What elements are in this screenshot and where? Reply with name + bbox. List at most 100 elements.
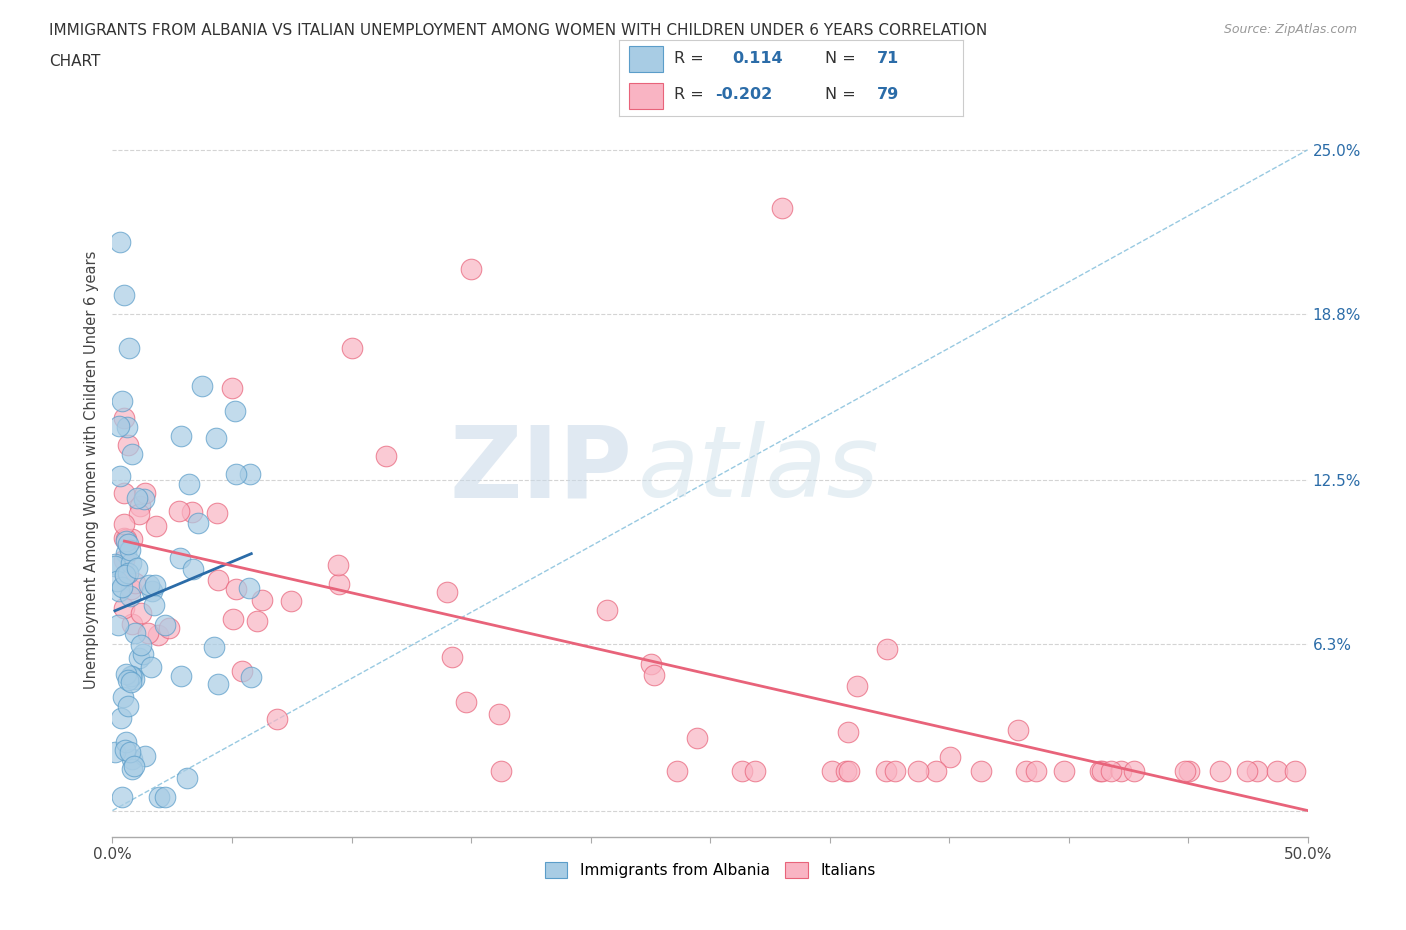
Point: [239, 466, 262, 481]
Point: [117, 672, 139, 687]
Text: 79: 79: [877, 87, 900, 102]
Point: [1122, 764, 1144, 778]
Point: [104, 559, 127, 574]
Point: [837, 724, 859, 739]
Text: N =: N =: [825, 51, 862, 66]
Point: [110, 711, 132, 725]
Point: [141, 583, 163, 598]
Point: [117, 565, 139, 580]
Text: CHART: CHART: [49, 54, 101, 69]
Point: [876, 642, 898, 657]
Point: [143, 578, 166, 593]
Point: [141, 660, 163, 675]
Point: [1015, 764, 1038, 778]
Point: [187, 516, 209, 531]
Point: [125, 561, 148, 576]
Point: [118, 589, 141, 604]
Point: [121, 669, 143, 684]
Point: [115, 531, 138, 546]
Text: N =: N =: [825, 87, 862, 102]
Point: [121, 762, 143, 777]
Point: [202, 640, 225, 655]
Point: [1101, 764, 1123, 778]
Point: [114, 567, 136, 582]
Point: [114, 742, 136, 757]
Point: [875, 764, 897, 778]
Point: [436, 585, 458, 600]
Point: [460, 261, 482, 276]
Point: [770, 201, 793, 216]
Point: [114, 531, 135, 546]
Point: [328, 577, 350, 591]
Point: [835, 764, 858, 778]
Point: [128, 651, 150, 666]
Point: [114, 287, 135, 302]
Text: -0.202: -0.202: [716, 87, 772, 102]
Point: [105, 574, 128, 589]
Point: [114, 735, 136, 750]
Point: [124, 576, 146, 591]
Point: [143, 597, 166, 612]
Point: [1246, 764, 1268, 778]
Point: [134, 485, 156, 500]
Point: [120, 669, 142, 684]
Point: [122, 671, 145, 686]
Point: [120, 744, 142, 759]
Point: [118, 340, 141, 355]
Point: [181, 505, 204, 520]
Point: [820, 764, 842, 778]
Point: [191, 379, 214, 393]
Point: [108, 235, 131, 250]
Point: [1088, 764, 1111, 778]
Point: [115, 420, 138, 435]
Point: [115, 534, 138, 549]
Point: [121, 446, 143, 461]
Text: 0.114: 0.114: [733, 51, 783, 66]
Point: [176, 771, 198, 786]
Point: [124, 625, 146, 640]
Point: [114, 667, 136, 682]
Point: [731, 764, 754, 778]
Point: [118, 542, 141, 557]
Point: [104, 556, 127, 571]
Point: [125, 490, 148, 505]
Point: [1236, 764, 1258, 778]
Point: [117, 537, 139, 551]
Point: [108, 583, 131, 598]
Point: [132, 646, 155, 661]
Point: [207, 505, 229, 520]
Point: [924, 764, 946, 778]
Point: [111, 393, 134, 408]
Point: [454, 695, 477, 710]
Point: [246, 614, 269, 629]
Text: 71: 71: [877, 51, 900, 66]
Point: [838, 764, 860, 778]
Text: R =: R =: [673, 51, 709, 66]
Point: [167, 504, 190, 519]
Text: IMMIGRANTS FROM ALBANIA VS ITALIAN UNEMPLOYMENT AMONG WOMEN WITH CHILDREN UNDER : IMMIGRANTS FROM ALBANIA VS ITALIAN UNEMP…: [49, 23, 987, 38]
Point: [121, 617, 143, 631]
Point: [169, 551, 191, 565]
Point: [1025, 764, 1047, 778]
Point: [183, 562, 205, 577]
Point: [104, 745, 127, 760]
Point: [488, 707, 510, 722]
Point: [595, 603, 617, 618]
Text: R =: R =: [673, 87, 709, 102]
Point: [157, 620, 180, 635]
Point: [238, 580, 260, 595]
Point: [440, 650, 463, 665]
Point: [1007, 723, 1029, 737]
Point: [136, 625, 159, 640]
Point: [170, 429, 193, 444]
Point: [179, 477, 201, 492]
Point: [148, 790, 170, 804]
Point: [134, 491, 156, 506]
Text: ZIP: ZIP: [450, 421, 633, 518]
Point: [108, 418, 131, 433]
Point: [374, 448, 396, 463]
Point: [1178, 764, 1201, 778]
Point: [326, 558, 349, 573]
Point: [1267, 764, 1289, 778]
Point: [240, 670, 263, 684]
